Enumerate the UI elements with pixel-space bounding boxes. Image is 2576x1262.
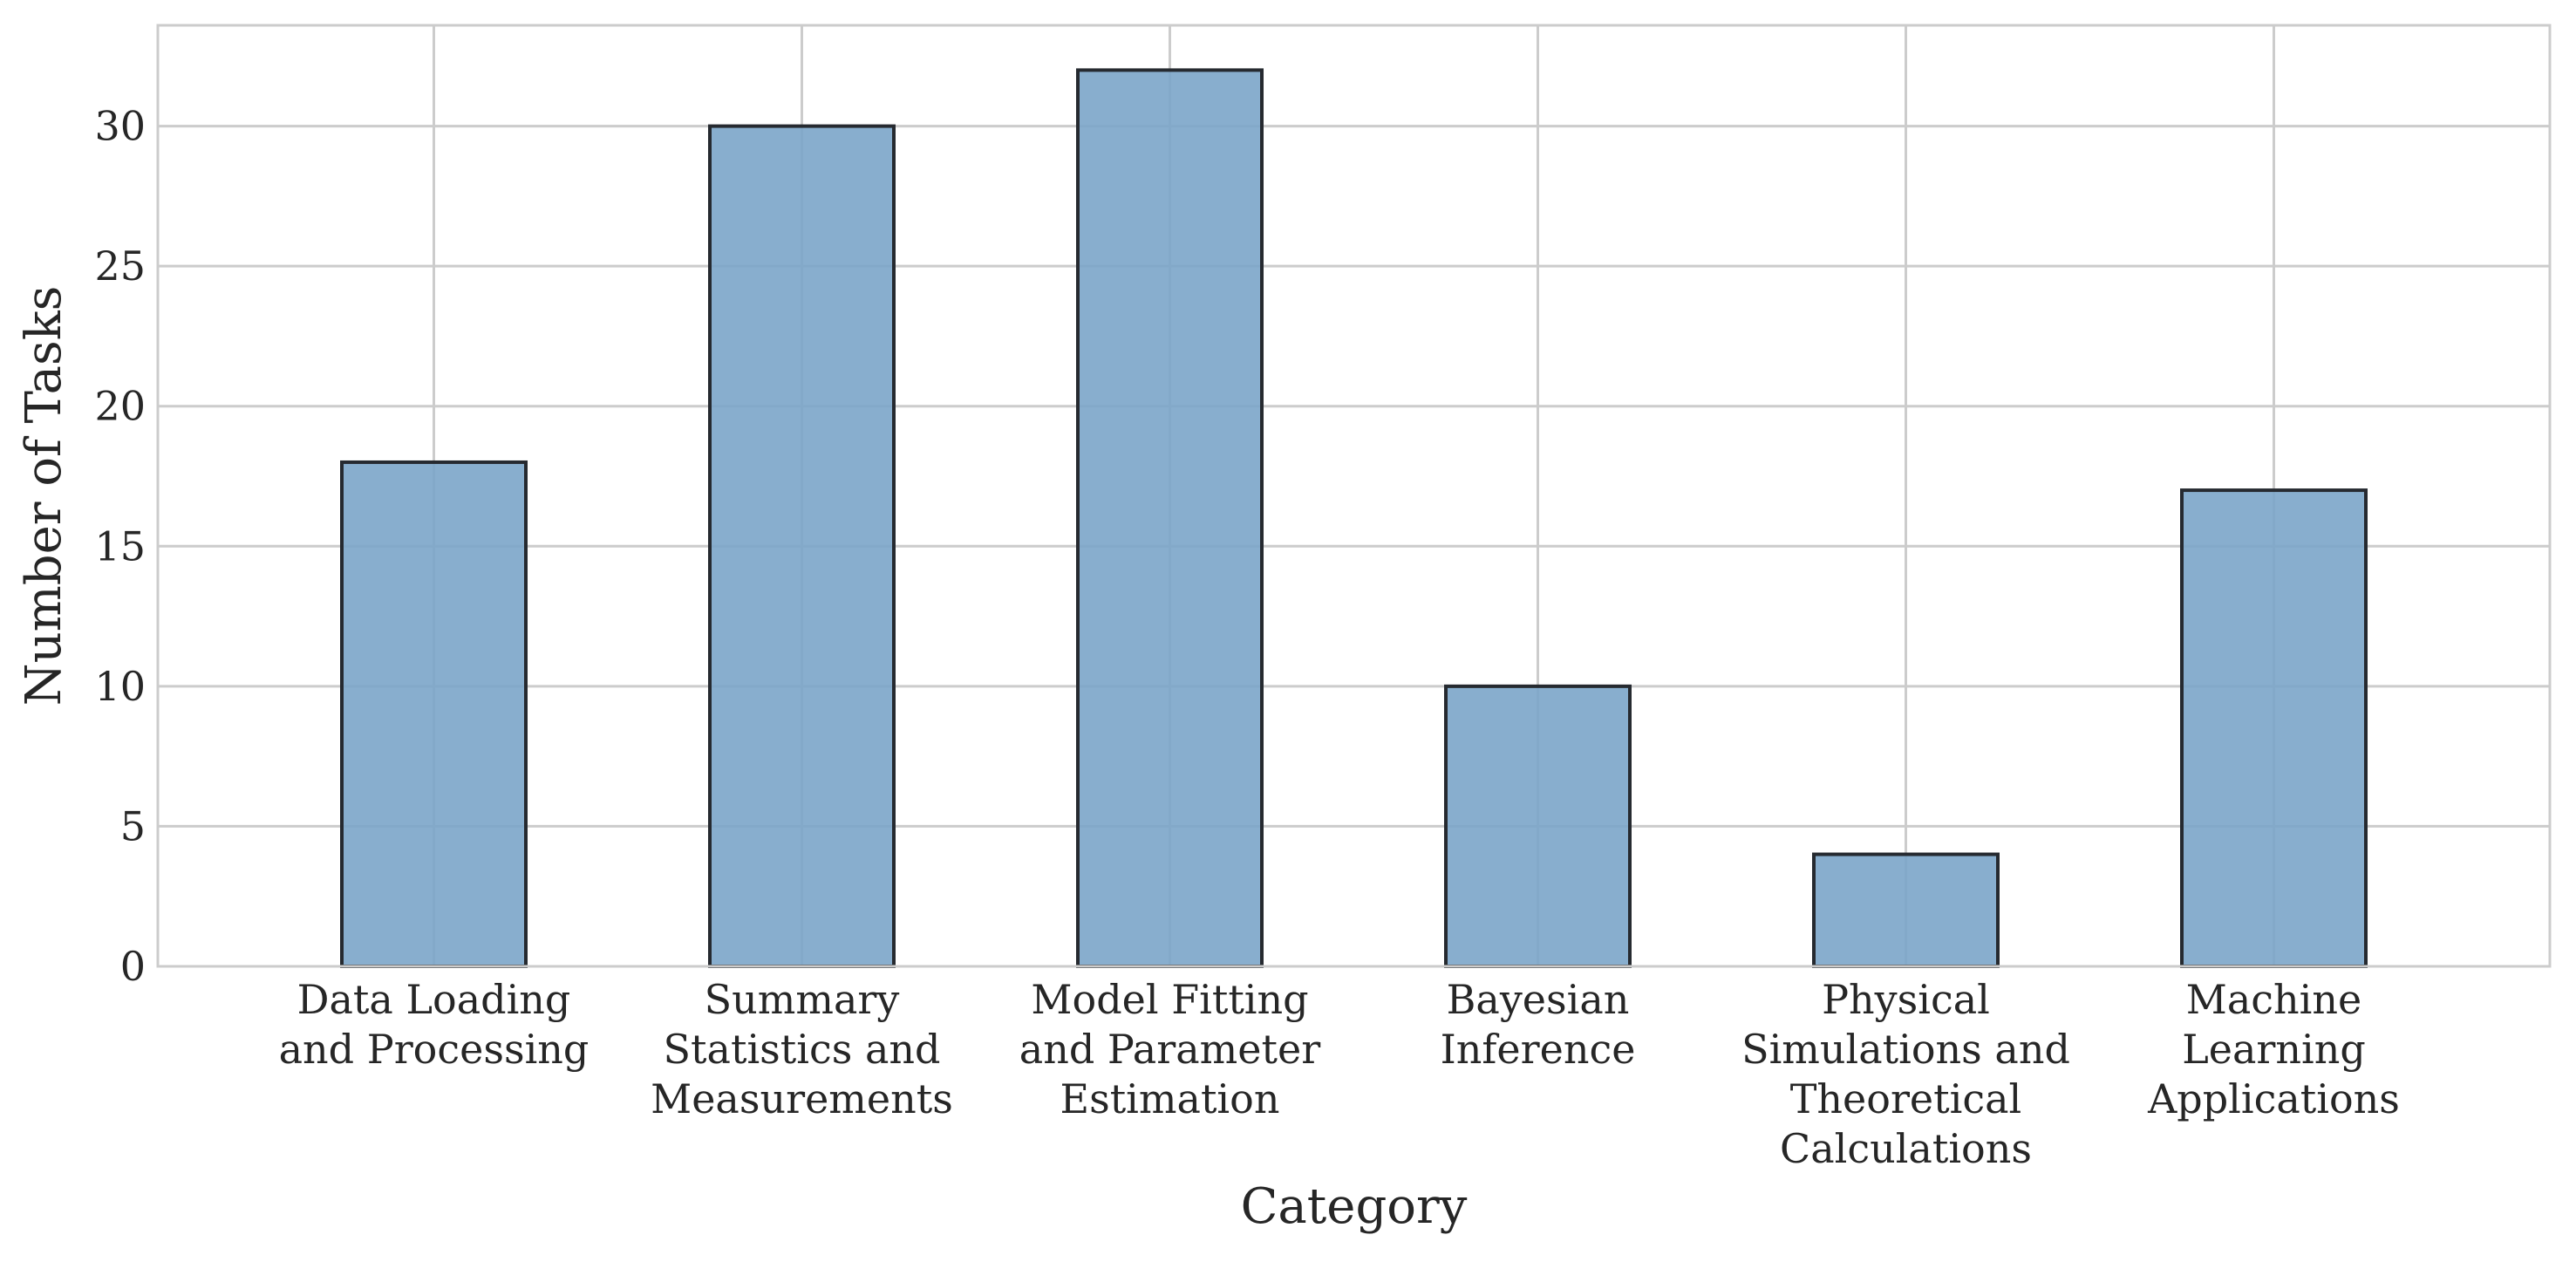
- x-tick-label: Data Loading and Processing: [279, 976, 589, 1073]
- y-tick-label: 15: [94, 522, 146, 570]
- bar: [1444, 684, 1632, 968]
- y-tick-label: 10: [94, 663, 146, 710]
- y-axis-label: Number of Tasks: [16, 286, 72, 706]
- x-tick-label: Physical Simulations and Theoretical Calcul…: [1741, 976, 2070, 1172]
- y-tick-label: 30: [94, 103, 146, 150]
- bar: [2180, 488, 2368, 968]
- x-tick-label: Summary Statistics and Measurements: [651, 976, 953, 1122]
- y-tick-label: 5: [120, 802, 146, 849]
- y-tick-label: 25: [94, 242, 146, 290]
- bar: [1076, 68, 1264, 968]
- bars: [340, 68, 2368, 969]
- bar: [708, 124, 896, 969]
- x-axis-label: Category: [1241, 1178, 1468, 1235]
- x-tick-label: Bayesian Inference: [1441, 976, 1636, 1073]
- x-tick-labels: Data Loading and Processing Summary Statist…: [279, 976, 2400, 1172]
- bar: [1812, 852, 2000, 968]
- bar: [340, 460, 528, 968]
- x-tick-label: Machine Learning Applications: [2147, 976, 2400, 1122]
- plot-frame: [156, 24, 2552, 968]
- y-tick-label: 0: [120, 943, 146, 990]
- y-tick-label: 20: [94, 383, 146, 430]
- x-tick-label: Model Fitting and Parameter Estimation: [1019, 976, 1320, 1122]
- y-tick-labels: 0 5 10 15 20 25 30: [94, 103, 146, 990]
